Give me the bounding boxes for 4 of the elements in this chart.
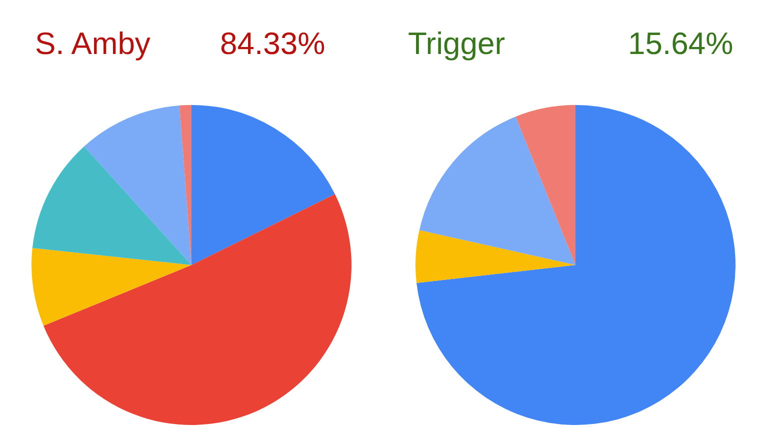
chart-subtitle: 84.33% <box>220 26 326 62</box>
chart-title: Trigger <box>408 26 506 62</box>
chart-title: S. Amby <box>35 26 150 62</box>
chart-subtitle: 15.64% <box>628 26 734 62</box>
